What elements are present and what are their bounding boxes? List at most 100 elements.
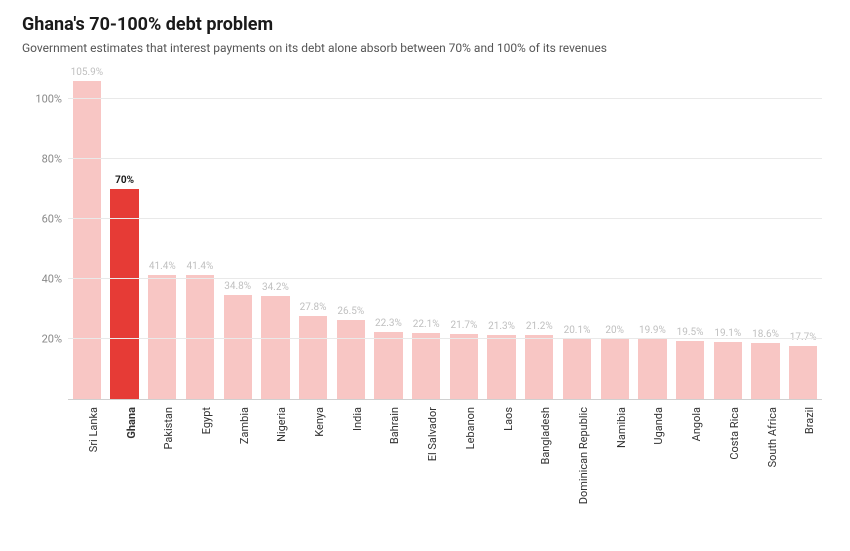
x-label-slot: Lebanon (445, 403, 483, 523)
bar-value-label: 27.8% (300, 302, 327, 313)
bar: 21.2% (525, 335, 553, 399)
x-axis-labels: Sri Lanka Ghana Pakistan Egypt Zambia Nigeria… (68, 403, 822, 523)
bar-value-label: 20.1% (564, 325, 591, 336)
gridline (68, 158, 822, 159)
bar-value-label: 19.5% (677, 327, 704, 338)
x-axis-label: Pakistan (162, 407, 175, 449)
x-axis-label: Sri Lanka (87, 407, 100, 452)
bar: 34.2% (261, 296, 289, 399)
bar: 17.7% (789, 346, 817, 399)
bar-slot: 20% (596, 69, 634, 399)
bar-slot: 22.1% (407, 69, 445, 399)
x-label-slot: Zambia (219, 403, 257, 523)
x-axis-label: Namibia (615, 407, 628, 448)
x-label-slot: Uganda (634, 403, 672, 523)
bar-value-label: 34.2% (262, 282, 289, 293)
bar-slot: 19.9% (634, 69, 672, 399)
x-axis-label: Costa Rica (728, 407, 741, 460)
y-tick-label: 60% (22, 213, 62, 226)
x-axis-label: Ghana (125, 407, 138, 439)
bar: 19.9% (638, 339, 666, 399)
bar: 19.5% (676, 341, 704, 400)
bar-slot: 19.5% (671, 69, 709, 399)
bar-value-label: 21.3% (488, 321, 515, 332)
x-axis-label: India (351, 407, 364, 431)
bar-value-label: 21.7% (450, 320, 477, 331)
x-label-slot: Sri Lanka (68, 403, 106, 523)
x-label-slot: Brazil (784, 403, 822, 523)
bar: 20% (601, 339, 629, 399)
bar-slot: 26.5% (332, 69, 370, 399)
x-axis-label: Uganda (652, 407, 665, 445)
x-label-slot: Angola (671, 403, 709, 523)
bar-slot: 34.8% (219, 69, 257, 399)
x-axis-label: Lebanon (464, 407, 477, 449)
chart-area: 105.9% 70% 41.4% 41.4% 34.8% 34.2% 27.8% 26.5% 2… (22, 65, 822, 525)
bar-value-label: 22.1% (413, 319, 440, 330)
x-axis-label: Nigeria (275, 407, 288, 442)
bar-slot: 20.1% (558, 69, 596, 399)
x-label-slot: Bangladesh (520, 403, 558, 523)
x-axis-label: Kenya (313, 407, 326, 437)
bar-slot: 34.2% (257, 69, 295, 399)
bar-value-label: 19.9% (639, 325, 666, 336)
x-axis-label: South Africa (766, 407, 779, 467)
x-label-slot: Dominican Republic (558, 403, 596, 523)
bars-group: 105.9% 70% 41.4% 41.4% 34.8% 34.2% 27.8% 26.5% 2… (68, 69, 822, 399)
x-label-slot: Kenya (294, 403, 332, 523)
plot-area: 105.9% 70% 41.4% 41.4% 34.8% 34.2% 27.8% 26.5% 2… (68, 69, 822, 400)
bar: 21.3% (487, 335, 515, 399)
x-label-slot: Ghana (106, 403, 144, 523)
x-label-slot: Pakistan (143, 403, 181, 523)
chart-container: Ghana's 70-100% debt problem Government … (0, 0, 850, 551)
bar-slot: 17.7% (784, 69, 822, 399)
bar-value-label: 26.5% (337, 306, 364, 317)
bar: 22.3% (374, 332, 402, 399)
bar-value-label: 20% (605, 325, 624, 336)
bar: 41.4% (148, 275, 176, 399)
y-tick-label: 20% (22, 333, 62, 346)
bar-value-label: 21.2% (526, 321, 553, 332)
y-tick-label: 100% (22, 93, 62, 106)
bar: 18.6% (751, 343, 779, 399)
chart-subtitle: Government estimates that interest payme… (22, 41, 828, 55)
bar-slot: 19.1% (709, 69, 747, 399)
x-axis-label: Bahrain (388, 407, 401, 444)
bar: 22.1% (412, 333, 440, 399)
bar: 21.7% (450, 334, 478, 399)
bar: 70% (110, 189, 138, 399)
chart-title: Ghana's 70-100% debt problem (22, 14, 828, 35)
bar: 105.9% (73, 81, 101, 399)
x-label-slot: El Salvador (407, 403, 445, 523)
bar: 41.4% (186, 275, 214, 399)
bar: 20.1% (563, 339, 591, 399)
y-tick-label: 40% (22, 273, 62, 286)
x-label-slot: Egypt (181, 403, 219, 523)
bar-slot: 41.4% (143, 69, 181, 399)
x-label-slot: Bahrain (370, 403, 408, 523)
x-axis-label: Brazil (803, 407, 816, 434)
bar: 26.5% (337, 320, 365, 399)
x-axis-label: Laos (502, 407, 515, 431)
bar-slot: 27.8% (294, 69, 332, 399)
bar-value-label: 22.3% (375, 318, 402, 329)
gridline (68, 98, 822, 99)
bar-slot: 70% (106, 69, 144, 399)
gridline (68, 338, 822, 339)
bar-slot: 41.4% (181, 69, 219, 399)
y-tick-label: 80% (22, 153, 62, 166)
bar: 34.8% (224, 295, 252, 399)
x-axis-label: Dominican Republic (577, 407, 590, 504)
bar-value-label: 41.4% (149, 261, 176, 272)
bar-slot: 22.3% (370, 69, 408, 399)
bar-slot: 21.3% (483, 69, 521, 399)
x-label-slot: Laos (483, 403, 521, 523)
bar-slot: 105.9% (68, 69, 106, 399)
x-axis-label: Bangladesh (539, 407, 552, 465)
bar-slot: 21.7% (445, 69, 483, 399)
bar-value-label: 105.9% (71, 67, 103, 78)
x-axis-label: Egypt (200, 407, 213, 434)
x-label-slot: Costa Rica (709, 403, 747, 523)
bar-slot: 21.2% (520, 69, 558, 399)
x-label-slot: India (332, 403, 370, 523)
